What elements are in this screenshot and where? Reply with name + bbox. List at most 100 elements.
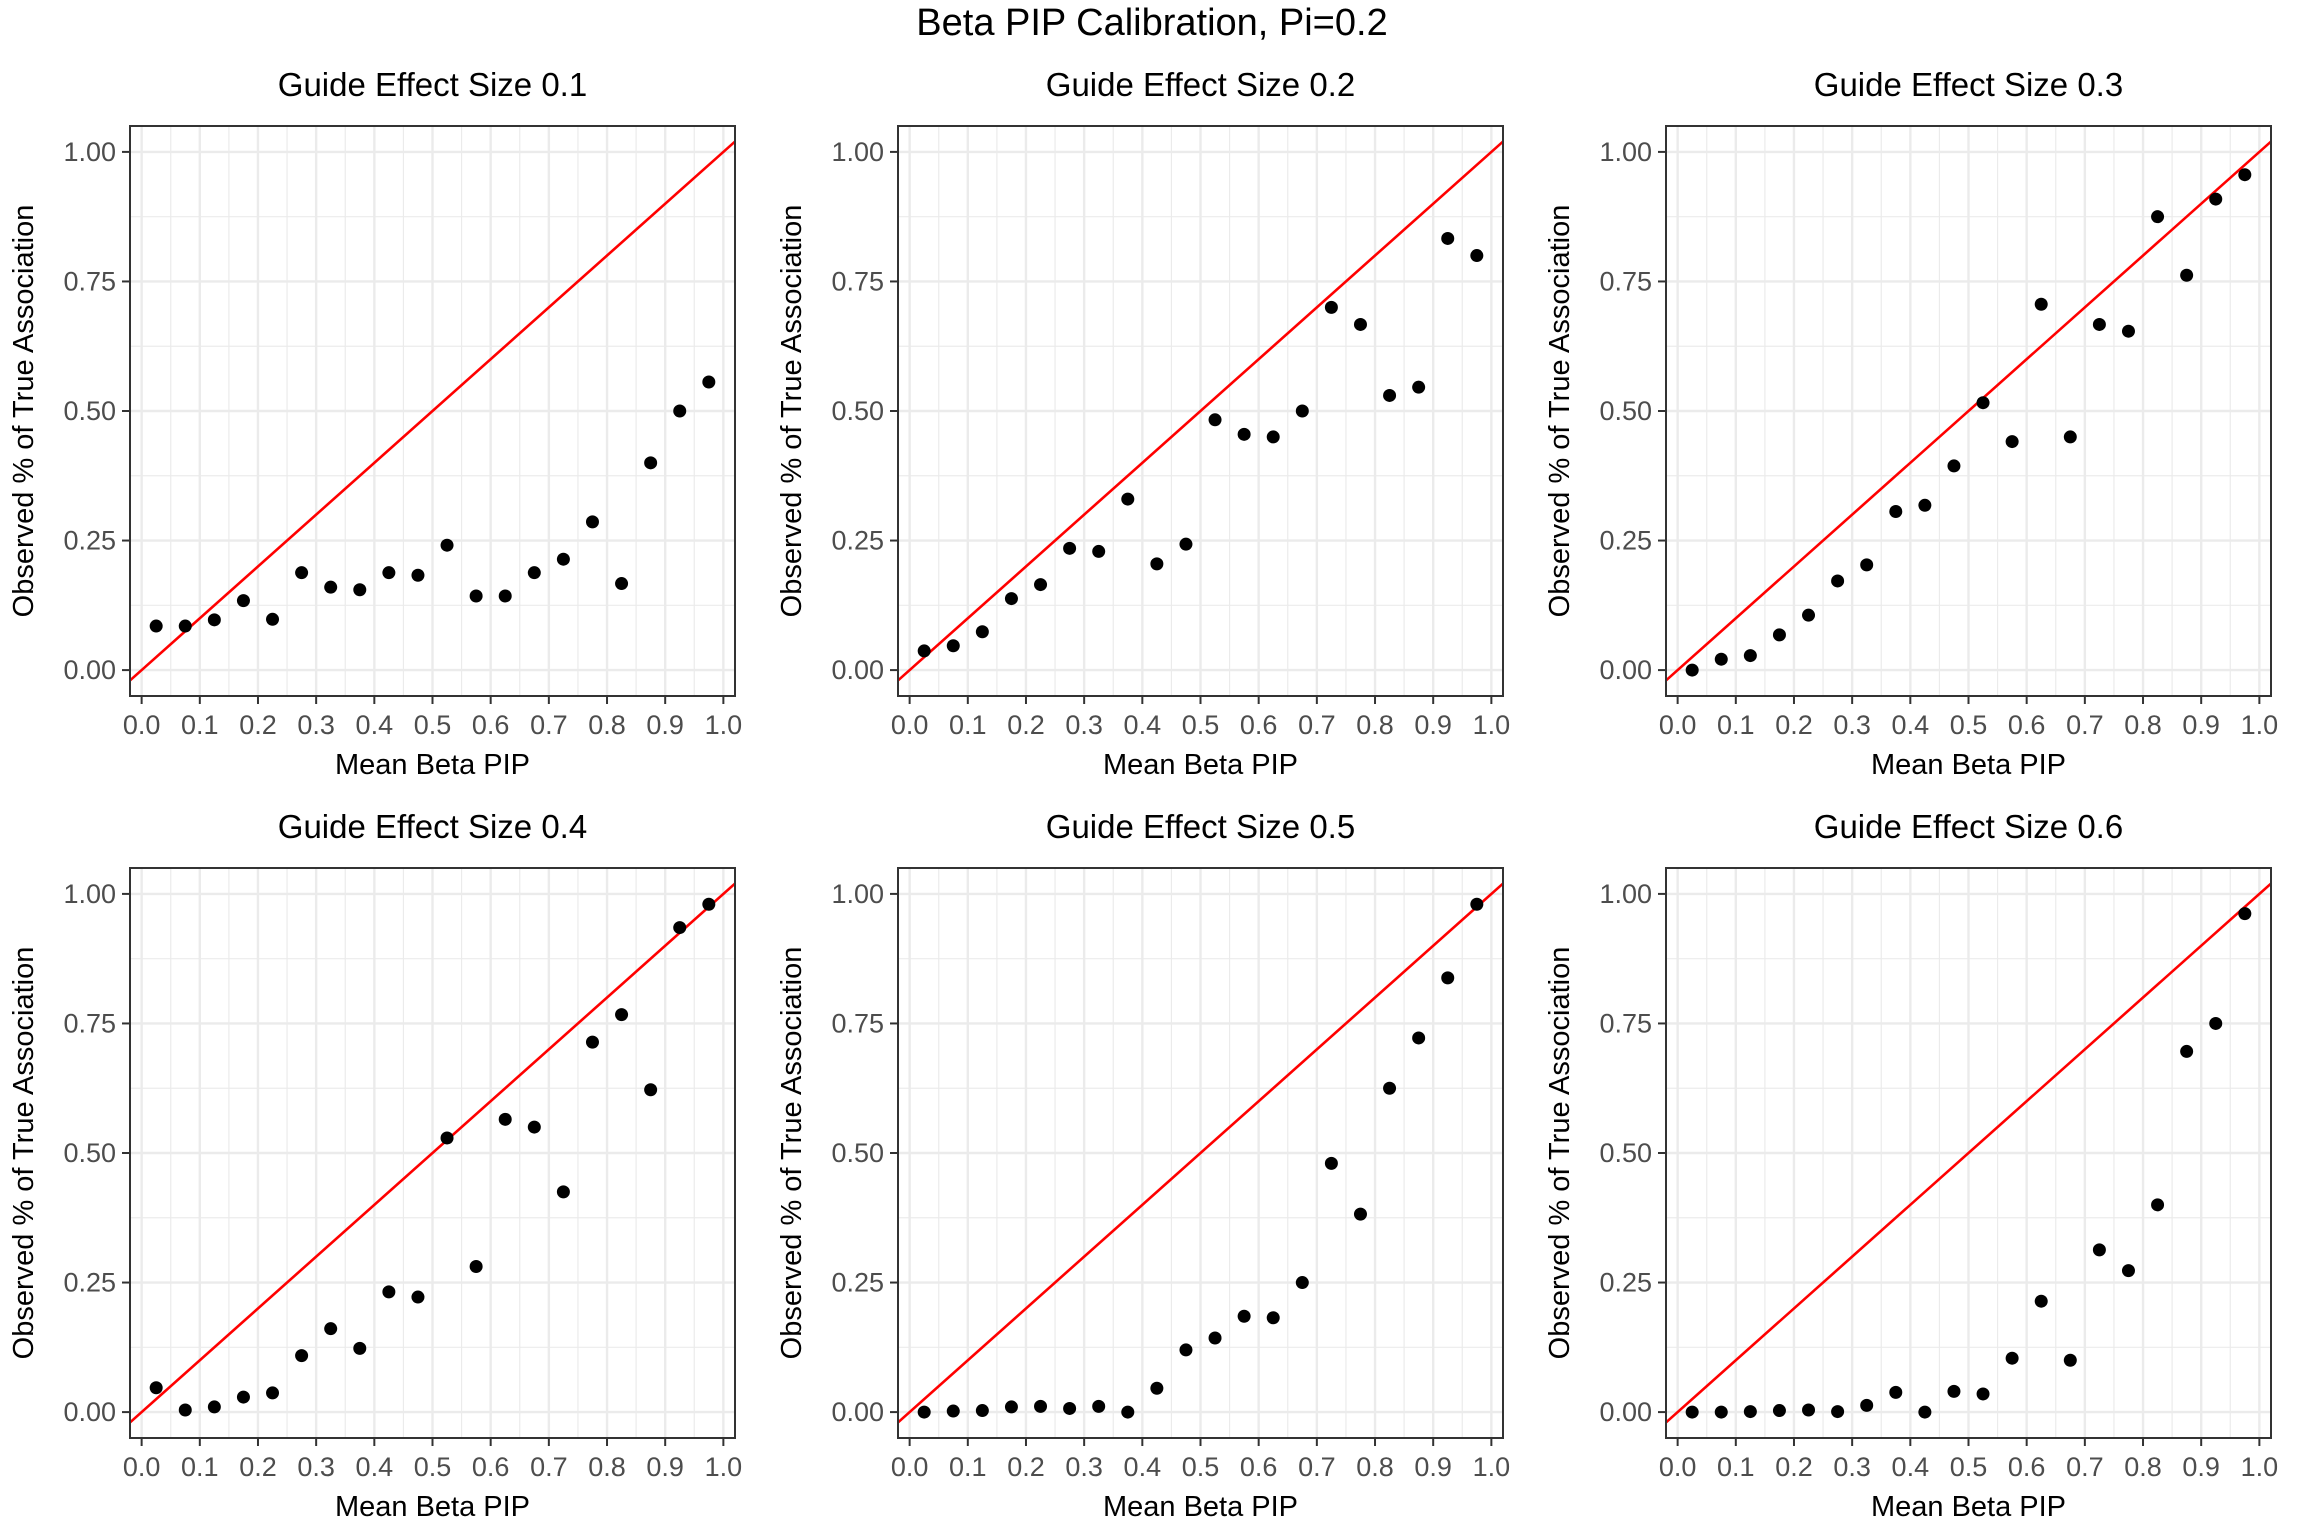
data-point bbox=[382, 566, 396, 580]
data-point bbox=[353, 583, 367, 597]
y-tick-label: 0.75 bbox=[63, 266, 116, 296]
data-point bbox=[1441, 231, 1455, 245]
data-point bbox=[975, 1404, 989, 1418]
x-tick-label: 0.6 bbox=[1240, 710, 1278, 740]
x-tick-label: 0.4 bbox=[1892, 710, 1930, 740]
data-point bbox=[1714, 652, 1728, 666]
panel-title: Guide Effect Size 0.2 bbox=[1046, 66, 1355, 103]
x-tick-label: 0.6 bbox=[2008, 710, 2046, 740]
panel-title: Guide Effect Size 0.3 bbox=[1814, 66, 2123, 103]
data-point bbox=[975, 625, 989, 639]
x-tick-label: 0.8 bbox=[588, 710, 626, 740]
x-tick-label: 0.2 bbox=[239, 1452, 277, 1482]
panel-border bbox=[129, 125, 736, 697]
x-tick-label: 0.4 bbox=[1124, 1452, 1162, 1482]
y-tick-label: 0.50 bbox=[831, 396, 884, 426]
x-tick-label: 0.5 bbox=[1182, 710, 1220, 740]
y-axis-label: Observed % of True Association bbox=[1544, 947, 1576, 1360]
reference-line-y-equals-x bbox=[898, 882, 1503, 1424]
data-point bbox=[1295, 1276, 1309, 1290]
reference-line-y-equals-x bbox=[898, 140, 1503, 682]
data-point bbox=[324, 580, 338, 594]
y-tick-label: 0.50 bbox=[63, 396, 116, 426]
data-point bbox=[556, 552, 570, 566]
reference-line-y-equals-x bbox=[130, 882, 735, 1424]
x-tick-label: 0.8 bbox=[588, 1452, 626, 1482]
x-tick-label: 0.7 bbox=[530, 710, 568, 740]
x-tick-label: 0.9 bbox=[2182, 710, 2220, 740]
data-point bbox=[1004, 1400, 1018, 1414]
data-point bbox=[946, 1404, 960, 1418]
data-point bbox=[2063, 430, 2077, 444]
data-point bbox=[207, 1400, 221, 1414]
data-point bbox=[1237, 427, 1251, 441]
figure-title: Beta PIP Calibration, Pi=0.2 bbox=[916, 2, 1388, 44]
data-point bbox=[615, 577, 629, 591]
data-point bbox=[1179, 537, 1193, 551]
data-point bbox=[1889, 505, 1903, 519]
x-axis-label: Mean Beta PIP bbox=[1103, 1491, 1298, 1523]
x-tick-label: 0.5 bbox=[1950, 1452, 1988, 1482]
data-point bbox=[2063, 1353, 2077, 1367]
panel-border bbox=[1665, 125, 2272, 697]
y-tick-label: 1.00 bbox=[831, 137, 884, 167]
y-tick-label: 0.00 bbox=[831, 1397, 884, 1427]
y-tick-label: 0.50 bbox=[63, 1138, 116, 1168]
x-tick-label: 0.5 bbox=[1950, 710, 1988, 740]
x-tick-label: 0.6 bbox=[472, 710, 510, 740]
x-tick-label: 0.6 bbox=[472, 1452, 510, 1482]
data-point bbox=[266, 1386, 280, 1400]
chart-panel-6: 0.0 0.1 0.2 0.3 0.4 0.5 0.6 0.7 0.8 0.9 1.0 0.00 0.2… bbox=[1544, 808, 2278, 1523]
x-tick-label: 0.8 bbox=[2124, 1452, 2162, 1482]
data-point bbox=[1208, 413, 1222, 427]
data-point bbox=[1383, 388, 1397, 402]
x-tick-label: 0.4 bbox=[356, 710, 394, 740]
x-tick-label: 0.0 bbox=[1659, 710, 1697, 740]
x-tick-label: 0.3 bbox=[297, 710, 335, 740]
x-tick-label: 0.4 bbox=[1124, 710, 1162, 740]
panel-title: Guide Effect Size 0.1 bbox=[278, 66, 587, 103]
x-axis-label: Mean Beta PIP bbox=[335, 1491, 530, 1523]
x-tick-label: 1.0 bbox=[1473, 1452, 1511, 1482]
data-point bbox=[1266, 430, 1280, 444]
data-point bbox=[1831, 1405, 1845, 1419]
data-point bbox=[1743, 1405, 1757, 1419]
data-point bbox=[1976, 1387, 1990, 1401]
data-point bbox=[2121, 1264, 2135, 1278]
data-point bbox=[1889, 1385, 1903, 1399]
y-tick-label: 0.50 bbox=[1599, 396, 1652, 426]
data-point bbox=[149, 1381, 163, 1395]
data-point bbox=[1208, 1331, 1222, 1345]
data-point bbox=[411, 568, 425, 582]
data-point bbox=[1918, 498, 1932, 512]
chart-panel-4: 0.0 0.1 0.2 0.3 0.4 0.5 0.6 0.7 0.8 0.9 1.0 0.00 0.2… bbox=[8, 808, 742, 1523]
data-point bbox=[702, 375, 716, 389]
chart-panel-5: 0.0 0.1 0.2 0.3 0.4 0.5 0.6 0.7 0.8 0.9 1.0 0.00 0.2… bbox=[776, 808, 1510, 1523]
data-point bbox=[1034, 578, 1048, 592]
x-tick-label: 0.1 bbox=[1717, 1452, 1755, 1482]
data-point bbox=[1470, 249, 1484, 263]
data-point bbox=[1353, 317, 1367, 331]
x-tick-label: 0.1 bbox=[949, 1452, 987, 1482]
y-tick-label: 0.00 bbox=[1599, 1397, 1652, 1427]
y-tick-label: 0.25 bbox=[1599, 1268, 1652, 1298]
x-axis-label: Mean Beta PIP bbox=[335, 749, 530, 781]
x-tick-label: 0.5 bbox=[1182, 1452, 1220, 1482]
data-point bbox=[1034, 1399, 1048, 1413]
data-point bbox=[1860, 558, 1874, 572]
x-tick-label: 0.8 bbox=[1356, 710, 1394, 740]
data-point bbox=[1324, 1156, 1338, 1170]
data-point bbox=[1947, 459, 1961, 473]
x-tick-label: 0.1 bbox=[949, 710, 987, 740]
x-tick-label: 0.3 bbox=[1833, 1452, 1871, 1482]
data-point bbox=[2121, 324, 2135, 338]
data-point bbox=[1860, 1398, 1874, 1412]
data-point bbox=[469, 1259, 483, 1273]
data-point bbox=[469, 589, 483, 603]
data-point bbox=[411, 1290, 425, 1304]
data-point bbox=[236, 594, 250, 608]
chart-panel-3: 0.0 0.1 0.2 0.3 0.4 0.5 0.6 0.7 0.8 0.9 1.0 0.00 0.2… bbox=[1544, 66, 2278, 781]
data-point bbox=[2209, 1016, 2223, 1030]
y-tick-label: 0.75 bbox=[1599, 1008, 1652, 1038]
data-point bbox=[1947, 1384, 1961, 1398]
